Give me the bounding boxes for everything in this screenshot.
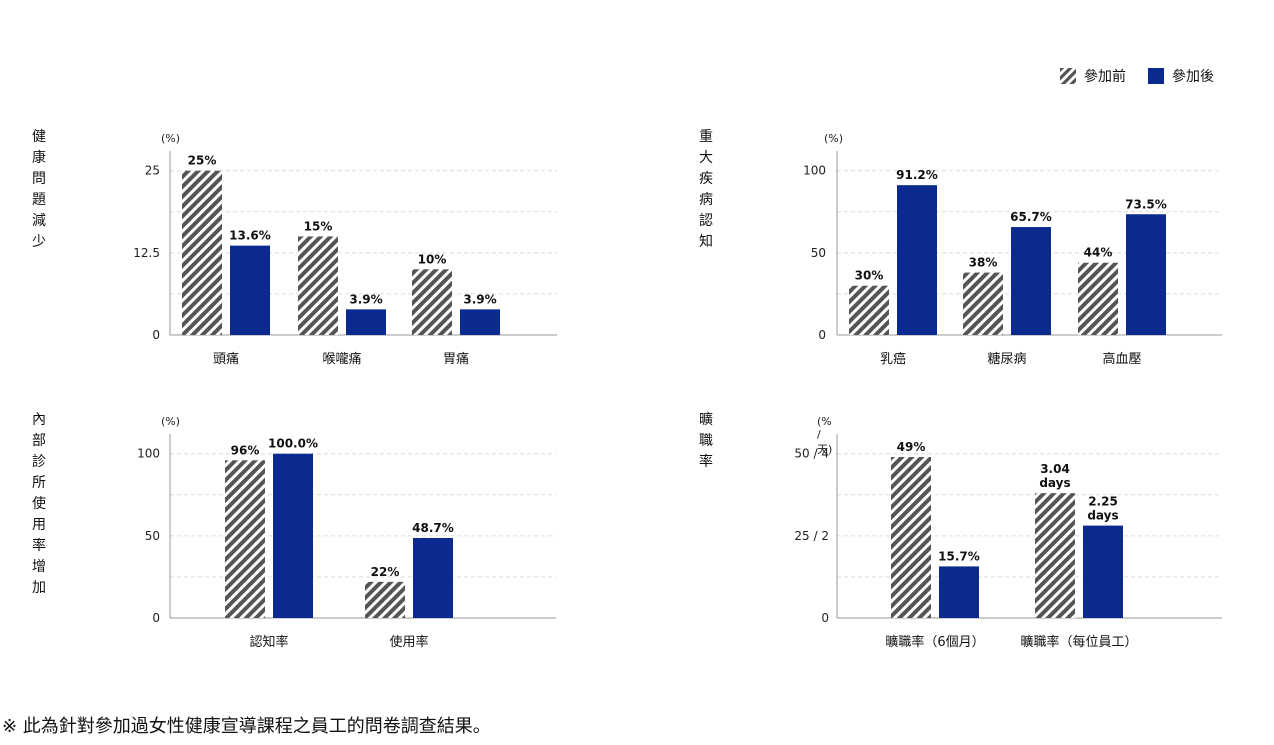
chart-unit: (%) bbox=[824, 132, 844, 145]
category-label: 頭痛 bbox=[213, 351, 239, 367]
bar-value-label: 3.04 days bbox=[1039, 462, 1070, 490]
legend-item-before: 參加前 bbox=[1060, 66, 1126, 86]
bar-value-label: 2.25 days bbox=[1087, 495, 1118, 523]
legend-swatch-after bbox=[1148, 68, 1164, 84]
category-label: 乳癌 bbox=[880, 351, 906, 367]
category-label: 胃痛 bbox=[443, 351, 469, 367]
legend-swatch-before bbox=[1060, 68, 1076, 84]
y-tick-label: 0 bbox=[818, 328, 826, 342]
bar-after bbox=[460, 309, 500, 335]
bar-value-label: 100.0% bbox=[268, 437, 318, 451]
bar-after bbox=[273, 453, 313, 618]
bar-value-label: 44% bbox=[1084, 246, 1113, 260]
bar-after bbox=[1126, 214, 1166, 335]
bar-before bbox=[891, 457, 931, 618]
bar-before bbox=[365, 581, 405, 618]
category-label: 曠職率（6個月） bbox=[885, 634, 984, 650]
bar-before bbox=[1078, 262, 1118, 335]
bar-value-label: 10% bbox=[418, 252, 447, 266]
y-tick-label: 25 / 2 bbox=[794, 529, 829, 543]
chart-title: 內部診所 使用率增加 bbox=[32, 412, 46, 596]
y-tick-label: 100 bbox=[137, 447, 160, 461]
bar-value-label: 48.7% bbox=[412, 521, 454, 535]
bar-before bbox=[1035, 493, 1075, 618]
bar-after bbox=[413, 537, 453, 618]
bar-value-label: 30% bbox=[855, 269, 884, 283]
bar-value-label: 22% bbox=[371, 565, 400, 579]
y-tick-label: 12.5 bbox=[133, 246, 160, 260]
bar-after bbox=[1011, 227, 1051, 335]
bar-value-label: 96% bbox=[231, 443, 260, 457]
y-tick-label: 50 / 4 bbox=[794, 447, 829, 461]
bar-before bbox=[225, 460, 265, 618]
bar-value-label: 3.9% bbox=[463, 292, 496, 306]
bar-value-label: 49% bbox=[897, 440, 926, 454]
bar-before bbox=[182, 170, 222, 335]
chart-unit: (%) bbox=[161, 415, 181, 428]
bar-after bbox=[939, 566, 979, 618]
bar-after bbox=[346, 309, 386, 335]
bar-before bbox=[963, 272, 1003, 335]
bar-after bbox=[230, 245, 270, 335]
y-tick-label: 50 bbox=[811, 246, 826, 260]
bar-value-label: 73.5% bbox=[1125, 197, 1167, 211]
legend-label-before: 參加前 bbox=[1084, 69, 1126, 85]
chart-unit: (% / 天) bbox=[817, 415, 833, 456]
bar-value-label: 91.2% bbox=[896, 168, 938, 182]
chart-title: 重大疾病認知 bbox=[699, 129, 713, 250]
legend-item-after: 參加後 bbox=[1148, 66, 1214, 86]
y-tick-label: 0 bbox=[152, 611, 160, 625]
y-tick-label: 25 bbox=[145, 164, 160, 178]
chart-title: 曠職率 bbox=[699, 412, 713, 470]
bar-before bbox=[412, 269, 452, 335]
bar-after bbox=[897, 185, 937, 335]
y-tick-label: 0 bbox=[152, 328, 160, 342]
bar-value-label: 13.6% bbox=[229, 229, 271, 243]
bar-value-label: 15.7% bbox=[938, 549, 980, 563]
bar-value-label: 65.7% bbox=[1010, 210, 1052, 224]
category-label: 曠職率（每位員工） bbox=[1020, 634, 1137, 650]
bar-value-label: 38% bbox=[969, 256, 998, 270]
chart-title: 健康問題減少 bbox=[32, 129, 46, 250]
bar-before bbox=[849, 285, 889, 335]
y-tick-label: 50 bbox=[145, 529, 160, 543]
chart-unit: (%) bbox=[161, 132, 181, 145]
category-label: 喉嚨痛 bbox=[322, 351, 361, 367]
bar-value-label: 25% bbox=[188, 154, 217, 168]
category-label: 使用率 bbox=[389, 634, 428, 650]
category-label: 糖尿病 bbox=[987, 351, 1026, 367]
category-label: 認知率 bbox=[249, 634, 288, 650]
legend: 參加前 參加後 bbox=[1060, 66, 1214, 86]
legend-label-after: 參加後 bbox=[1172, 69, 1214, 85]
bar-value-label: 3.9% bbox=[349, 292, 382, 306]
y-tick-label: 100 bbox=[803, 164, 826, 178]
bar-before bbox=[298, 236, 338, 335]
bar-after bbox=[1083, 525, 1123, 618]
footnote: ※ 此為針對參加過女性健康宣導課程之員工的問卷調查結果。 bbox=[2, 716, 491, 737]
category-label: 高血壓 bbox=[1102, 351, 1141, 367]
bar-value-label: 15% bbox=[304, 219, 333, 233]
y-tick-label: 0 bbox=[821, 611, 829, 625]
